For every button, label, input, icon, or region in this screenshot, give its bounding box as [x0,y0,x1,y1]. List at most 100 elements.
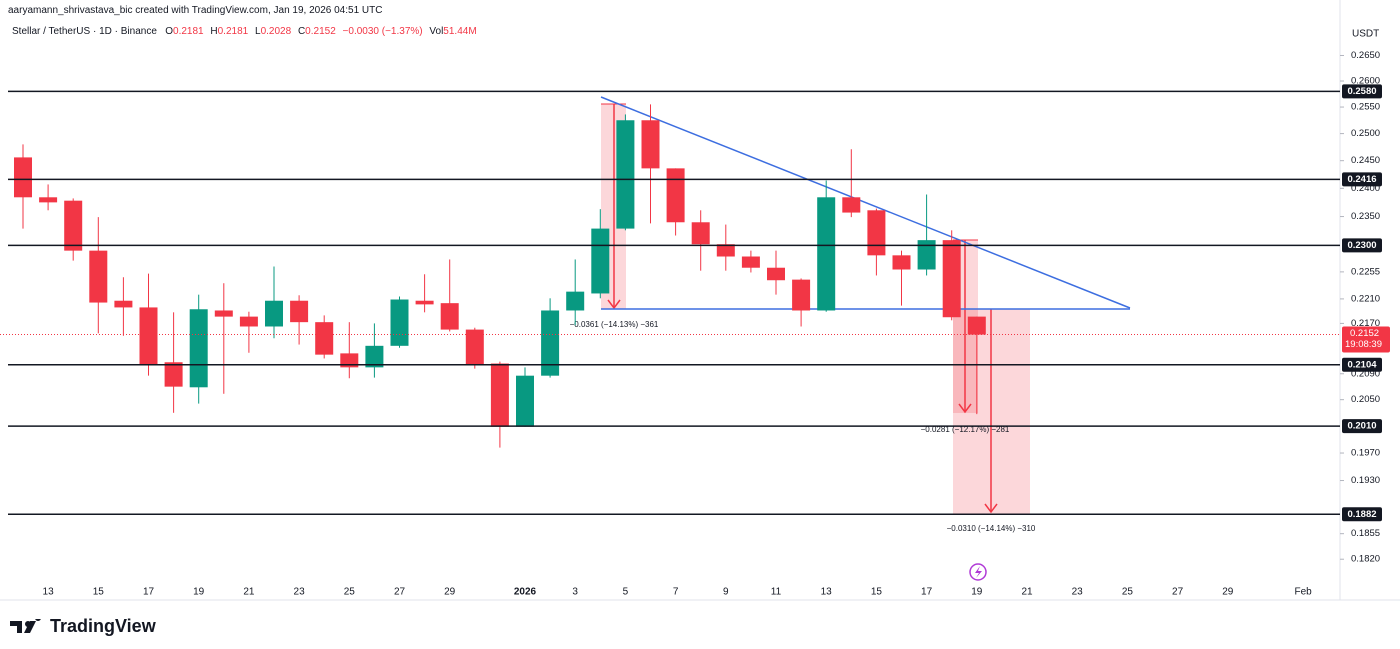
x-tick-label: 21 [1021,587,1033,598]
ohlc-value: 0.2028 [260,26,292,37]
volume-key: Vol [429,26,444,37]
last-price-label: 0.2152 [1350,328,1379,339]
x-tick-label: 13 [821,587,833,598]
level-label: 0.2010 [1347,421,1376,432]
candle-body [490,363,509,427]
x-tick-label: 25 [344,587,356,598]
x-tick-label: 15 [871,587,883,598]
x-tick-label: 25 [1122,587,1134,598]
candle-body [365,345,384,368]
candle-body [792,279,811,311]
level-tag [1342,172,1382,187]
x-tick-label: 29 [1222,587,1234,598]
candle-body [164,362,183,387]
candle-body [942,240,961,318]
ohlc-value: 0.2181 [217,26,249,37]
arrow-head [958,403,972,414]
candle-body [666,168,685,223]
candle-body [917,240,936,270]
candle-body [817,197,836,311]
y-tick-label: 0.2600 [1351,76,1380,87]
level-label: 0.2580 [1347,86,1376,97]
x-tick-label: 19 [971,587,983,598]
arrow-head [607,299,621,310]
x-tick-label: 13 [43,587,55,598]
symbol: Stellar / TetherUS · 1D · Binance [12,26,157,37]
x-tick-label: 23 [294,587,306,598]
candle-body [967,316,986,335]
x-tick-label: 29 [444,587,456,598]
x-tick-label: 27 [1172,587,1184,598]
y-tick-label: 0.2090 [1351,368,1380,379]
x-tick-label: 5 [623,587,629,598]
x-tick-label: 7 [673,587,679,598]
change: −0.0030 (−1.37%) [342,26,423,37]
candle-body [239,316,258,327]
y-tick-label: 0.2650 [1351,50,1380,61]
candle-body [214,310,233,317]
x-tick-label: 21 [243,587,255,598]
volume-value: 51.44M [443,26,477,37]
brand: TradingView [50,616,156,636]
candle-body [14,157,32,198]
y-tick-label: 0.2450 [1351,155,1380,166]
candle-body [616,120,635,229]
candle-body [716,244,735,257]
legend: Stellar / TetherUS · 1D · Binance O0.218… [12,26,481,37]
x-tick-label: 2026 [514,587,537,598]
candle-body [39,197,58,203]
candle-body [139,307,158,365]
candle-body [741,256,760,268]
candle-body [189,309,208,388]
y-tick-label: 0.2255 [1351,266,1380,277]
x-tick-label: 3 [572,587,578,598]
footer: TradingView [10,616,156,637]
level-label: 0.1882 [1347,509,1376,520]
level-tag [1342,84,1382,99]
y-tick-label: 0.2500 [1351,128,1380,139]
x-tick-label: 17 [921,587,933,598]
level-label: 0.2104 [1347,359,1377,370]
ohlc-key: O [165,26,174,37]
y-tick-label: 0.1820 [1351,554,1380,565]
candle-body [892,255,911,270]
x-tick-label: Feb [1294,587,1312,598]
candle-body [591,228,610,294]
candle-body [641,120,660,169]
level-label: 0.2300 [1347,240,1376,251]
y-tick-label: 0.2210 [1351,293,1380,304]
level-label: 0.2416 [1347,174,1376,185]
candle-body [89,250,108,303]
candle-body [340,353,359,368]
level-tag [1342,238,1382,253]
ohlc-value: 0.2152 [305,26,336,37]
level-tag [1342,419,1382,434]
candle-body [566,291,585,311]
candle-body [541,310,560,376]
x-tick-label: 27 [394,587,406,598]
candle-body [440,303,459,330]
measure-label: −0.0361 (−14.13%) −361 [570,320,659,329]
candle-body [290,300,309,323]
level-tag [1342,357,1382,372]
event-icon[interactable] [969,563,987,581]
measure-label: −0.0281 (−12.17%) −281 [921,425,1010,434]
candle-body [465,329,484,366]
y-tick-label: 0.1930 [1351,475,1380,486]
candle-body [64,200,83,251]
y-tick-label: 0.2550 [1351,102,1380,113]
countdown-label: 19:08:39 [1345,339,1382,350]
event-icon-bolt [975,566,982,578]
ohlc-value: 0.2181 [173,26,204,37]
y-tick-label: 0.1855 [1351,528,1380,539]
brand-logo [10,618,41,633]
candle-body [516,375,534,427]
candle-body [415,300,434,305]
level-tag [1342,507,1382,522]
candle-body [315,322,334,355]
ohlc-key: C [297,26,306,37]
candle-body [691,222,710,245]
x-tick-label: 11 [771,587,782,598]
